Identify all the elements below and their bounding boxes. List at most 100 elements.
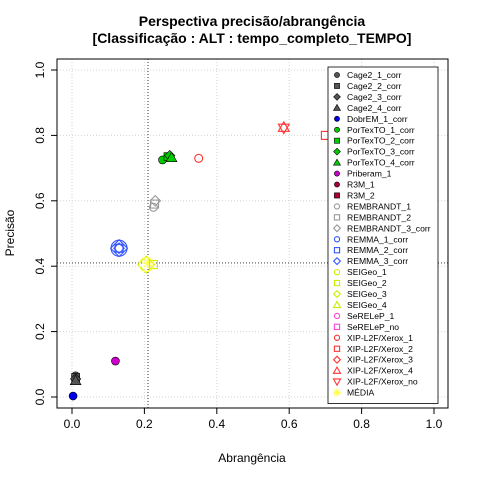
legend-label: PorTexTO_4_corr	[347, 158, 415, 168]
legend-label: SEIGeo_3	[347, 289, 387, 299]
legend-label: XIP-L2F/Xerox_4	[347, 366, 413, 376]
legend-marker-portexto-2-corr	[334, 137, 340, 144]
legend-marker-xip-l2f-xerox-2	[333, 345, 341, 352]
y-axis-label: Precisão	[3, 209, 17, 256]
point-remma-3-corr	[113, 242, 126, 255]
legend-label: SeRELeP_1	[347, 311, 395, 321]
legend-marker-dobrem-1-corr	[334, 115, 340, 122]
legend-label: REMBRANDT_3_corr	[347, 223, 431, 233]
point-rembrandt-2	[149, 199, 160, 209]
point-media-large-ring	[138, 257, 154, 273]
legend-label: SEIGeo_1	[347, 267, 387, 277]
plot-frame	[56, 58, 449, 409]
legend-label: Cage2_3_corr	[347, 92, 402, 102]
legend-label: REMMA_3_corr	[347, 256, 408, 266]
legend-marker-cage2-4-corr	[332, 103, 342, 111]
legend-marker-rembrandt-2	[333, 214, 341, 221]
chart-title: Perspectiva precisão/abrangência	[139, 13, 366, 29]
y-tick-label: 0.2	[33, 323, 47, 340]
legend-label: PorTexTO_2_corr	[347, 136, 415, 146]
legend-label: Cage2_2_corr	[347, 81, 402, 91]
x-tick-label: 0.4	[208, 417, 225, 431]
legend-label: PorTexTO_3_corr	[347, 147, 415, 157]
y-tick-label: 1.0	[33, 61, 47, 78]
legend-label: SEIGeo_4	[347, 300, 387, 310]
point-cage2-4-corr	[69, 374, 82, 386]
legend-marker-remma-1-corr	[333, 236, 341, 243]
legend-label: Priberam_1	[347, 169, 392, 179]
legend-marker-cage2-2-corr	[334, 83, 340, 89]
point-rembrandt-1	[148, 202, 158, 212]
legend-marker-seigeo-3	[332, 289, 342, 299]
legend-marker-xip-l2f-xerox-1	[333, 334, 341, 341]
x-tick-label: 0.6	[281, 417, 298, 431]
legend-marker-xip-l2f-xerox-4	[332, 366, 342, 374]
point-xip-l2f-xerox-1	[194, 153, 204, 163]
legend-label: SeRELeP_no	[347, 322, 399, 332]
x-tick-label: 0.0	[64, 417, 81, 431]
legend-label: DobrEM_1_corr	[347, 114, 408, 124]
legend-label: R3M_1	[347, 180, 375, 190]
point-remma-2-corr	[114, 243, 124, 253]
y-tick-label: 0.0	[33, 388, 47, 405]
legend-marker-remma-3-corr	[332, 256, 342, 266]
x-tick-label: 1.0	[426, 417, 443, 431]
point-xip-l2f-xerox-no	[277, 123, 291, 135]
point-dobrem-1-corr	[68, 391, 78, 401]
legend-label: SEIGeo_2	[347, 278, 387, 288]
legend-marker-seigeo-2	[333, 279, 341, 287]
legend-label: XIP-L2F/Xerox_2	[347, 344, 413, 354]
legend-label: REMMA_1_corr	[347, 234, 408, 244]
chart-subtitle: [Classificação : ALT : tempo_completo_TE…	[93, 30, 412, 46]
legend-marker-rembrandt-3-corr	[332, 224, 342, 233]
legend-label: REMBRANDT_1	[347, 201, 411, 211]
legend-marker-cage2-3-corr	[333, 93, 341, 101]
reference-lines	[57, 59, 448, 408]
legend-box	[327, 66, 439, 404]
legend: Cage2_1_corrCage2_2_corrCage2_3_corrCage…	[327, 66, 439, 404]
legend-label: XIP-L2F/Xerox_3	[347, 355, 413, 365]
point-seigeo-2-large	[148, 260, 158, 270]
legend-marker-remma-2-corr	[333, 247, 341, 254]
y-tick-label: 0.6	[33, 192, 47, 209]
legend-marker-seigeo-4	[332, 300, 342, 309]
legend-marker-r3m-2	[334, 192, 340, 199]
legend-marker-seigeo-1	[333, 268, 341, 276]
legend-marker-priberam-1	[334, 170, 340, 177]
point-portexto-4-corr	[165, 151, 178, 162]
legend-label: Cage2_1_corr	[347, 70, 402, 80]
point-rembrandt-3-corr	[149, 194, 162, 207]
legend-marker-m-dia	[333, 388, 341, 397]
point-seigeo-3-large	[137, 255, 156, 274]
legend-label: REMMA_2_corr	[347, 245, 408, 255]
legend-label: XIP-L2F/Xerox_no	[347, 377, 418, 387]
legend-label: REMBRANDT_2	[347, 212, 411, 222]
legend-label: MÉDIA	[347, 388, 374, 398]
legend-marker-rembrandt-1	[333, 203, 341, 210]
data-points	[68, 120, 330, 401]
x-axis: 0.0 0.2 0.4 0.6 0.8 1.0	[64, 408, 443, 431]
legend-label: R3M_2	[347, 190, 375, 200]
point-xip-l2f-xerox-4	[277, 120, 291, 132]
legend-marker-serelep-1	[333, 312, 341, 320]
legend-marker-portexto-1-corr	[334, 126, 340, 133]
legend-marker-xip-l2f-xerox-3	[332, 355, 342, 364]
legend-label: PorTexTO_1_corr	[347, 125, 415, 135]
legend-marker-xip-l2f-xerox-no	[332, 378, 342, 387]
legend-label: XIP-L2F/Xerox_1	[347, 333, 413, 343]
x-axis-label: Abrangência	[218, 451, 286, 465]
legend-marker-portexto-4-corr	[332, 158, 342, 166]
legend-label: Cage2_4_corr	[347, 103, 402, 113]
y-tick-label: 0.8	[33, 127, 47, 144]
y-tick-label: 0.4	[33, 258, 47, 275]
y-axis: 0.0 0.2 0.4 0.6 0.8 1.0	[33, 61, 57, 405]
point-priberam-1	[111, 356, 120, 366]
x-tick-label: 0.8	[353, 417, 370, 431]
x-tick-label: 0.2	[136, 417, 153, 431]
legend-marker-portexto-3-corr	[333, 147, 341, 156]
point-remma-large-ring	[110, 239, 128, 257]
legend-marker-r3m-1	[334, 181, 340, 188]
legend-marker-cage2-1-corr	[334, 72, 340, 78]
